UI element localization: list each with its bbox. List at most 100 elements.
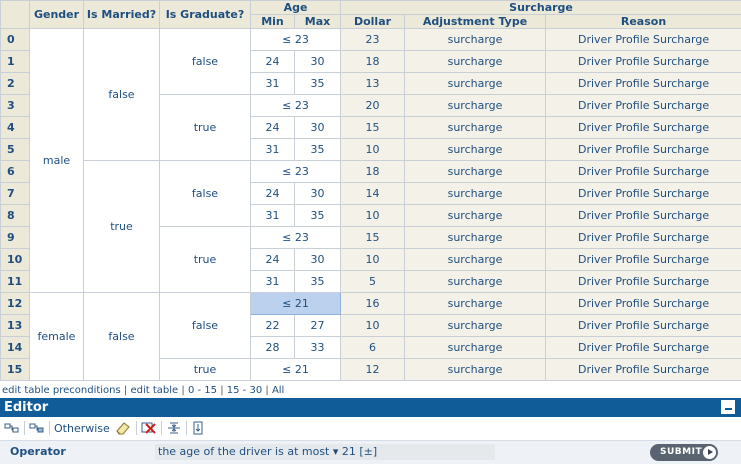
header-is-graduate[interactable]: Is Graduate?: [159, 0, 251, 29]
cell-is-married[interactable]: true: [83, 160, 160, 293]
header-reason[interactable]: Reason: [545, 14, 741, 29]
cell-age-max[interactable]: 30: [293, 248, 342, 271]
cell-adjustment-type[interactable]: surcharge: [404, 358, 547, 381]
row-number[interactable]: 14: [0, 336, 30, 359]
cell-adjustment-type[interactable]: surcharge: [404, 336, 547, 359]
cell-reason[interactable]: Driver Profile Surcharge: [545, 138, 741, 161]
cell-is-graduate[interactable]: false: [159, 160, 251, 227]
edit-preconditions-link[interactable]: edit table preconditions: [2, 385, 121, 396]
header-gender[interactable]: Gender: [29, 0, 84, 29]
header-is-married[interactable]: Is Married?: [83, 0, 160, 29]
cell-reason[interactable]: Driver Profile Surcharge: [545, 28, 741, 51]
cell-age[interactable]: ≤ 23: [249, 160, 342, 183]
cell-dollar[interactable]: 5: [340, 270, 406, 293]
cell-dollar[interactable]: 18: [340, 50, 406, 73]
split-row-button[interactable]: [166, 420, 182, 436]
row-number[interactable]: 11: [0, 270, 30, 293]
cell-adjustment-type[interactable]: surcharge: [404, 204, 547, 227]
cell-reason[interactable]: Driver Profile Surcharge: [545, 182, 741, 205]
cell-reason[interactable]: Driver Profile Surcharge: [545, 226, 741, 249]
page-15-30-link[interactable]: 15 - 30: [226, 385, 263, 396]
header-dollar[interactable]: Dollar: [340, 14, 406, 29]
clear-button[interactable]: [114, 420, 132, 436]
cell-dollar[interactable]: 15: [340, 226, 406, 249]
cell-gender[interactable]: female: [29, 292, 84, 381]
cell-dollar[interactable]: 6: [340, 336, 406, 359]
cell-age-max[interactable]: 35: [293, 204, 342, 227]
row-number[interactable]: 8: [0, 204, 30, 227]
header-age-min[interactable]: Min: [250, 14, 295, 29]
cell-age-min[interactable]: 24: [250, 116, 295, 139]
cell-reason[interactable]: Driver Profile Surcharge: [545, 248, 741, 271]
cell-adjustment-type[interactable]: surcharge: [404, 28, 547, 51]
header-age[interactable]: Age: [249, 0, 342, 15]
add-condition-column-button[interactable]: [4, 420, 20, 436]
cell-age-max[interactable]: 30: [293, 50, 342, 73]
cell-dollar[interactable]: 16: [340, 292, 406, 315]
cell-dollar[interactable]: 13: [340, 72, 406, 95]
cell-reason[interactable]: Driver Profile Surcharge: [545, 72, 741, 95]
row-number[interactable]: 9: [0, 226, 30, 249]
cell-dollar[interactable]: 10: [340, 138, 406, 161]
cell-dollar[interactable]: 10: [340, 204, 406, 227]
cell-age-max[interactable]: 35: [293, 270, 342, 293]
cell-age[interactable]: ≤ 21: [249, 358, 342, 381]
header-adjustment-type[interactable]: Adjustment Type: [404, 14, 547, 29]
cell-dollar[interactable]: 14: [340, 182, 406, 205]
cell-age-selected[interactable]: ≤ 21: [249, 292, 342, 315]
cell-adjustment-type[interactable]: surcharge: [404, 292, 547, 315]
cell-reason[interactable]: Driver Profile Surcharge: [545, 292, 741, 315]
cell-is-graduate[interactable]: false: [159, 292, 251, 359]
row-number[interactable]: 0: [0, 28, 30, 51]
cell-dollar[interactable]: 10: [340, 314, 406, 337]
cell-reason[interactable]: Driver Profile Surcharge: [545, 94, 741, 117]
cell-is-graduate[interactable]: true: [159, 94, 251, 161]
row-number[interactable]: 6: [0, 160, 30, 183]
cell-age-min[interactable]: 31: [250, 204, 295, 227]
cell-age[interactable]: ≤ 23: [249, 226, 342, 249]
cell-is-married[interactable]: false: [83, 28, 160, 161]
cell-adjustment-type[interactable]: surcharge: [404, 160, 547, 183]
cell-dollar[interactable]: 15: [340, 116, 406, 139]
row-number[interactable]: 13: [0, 314, 30, 337]
cell-age[interactable]: ≤ 23: [249, 94, 342, 117]
cell-age-min[interactable]: 24: [250, 248, 295, 271]
cell-adjustment-type[interactable]: surcharge: [404, 226, 547, 249]
insert-row-button[interactable]: [191, 420, 205, 436]
cell-age-max[interactable]: 33: [293, 336, 342, 359]
cell-age-min[interactable]: 31: [250, 72, 295, 95]
cell-dollar[interactable]: 10: [340, 248, 406, 271]
row-number[interactable]: 2: [0, 72, 30, 95]
cell-reason[interactable]: Driver Profile Surcharge: [545, 160, 741, 183]
cell-adjustment-type[interactable]: surcharge: [404, 116, 547, 139]
cell-reason[interactable]: Driver Profile Surcharge: [545, 50, 741, 73]
cell-age[interactable]: ≤ 23: [249, 28, 342, 51]
cell-adjustment-type[interactable]: surcharge: [404, 270, 547, 293]
row-number[interactable]: 10: [0, 248, 30, 271]
cell-adjustment-type[interactable]: surcharge: [404, 248, 547, 271]
cell-adjustment-type[interactable]: surcharge: [404, 50, 547, 73]
page-all-link[interactable]: All: [271, 385, 285, 396]
cell-age-max[interactable]: 35: [293, 72, 342, 95]
cell-reason[interactable]: Driver Profile Surcharge: [545, 270, 741, 293]
cell-dollar[interactable]: 18: [340, 160, 406, 183]
edit-table-link[interactable]: edit table: [130, 385, 179, 396]
cell-reason[interactable]: Driver Profile Surcharge: [545, 358, 741, 381]
cell-age-max[interactable]: 35: [293, 138, 342, 161]
cell-adjustment-type[interactable]: surcharge: [404, 94, 547, 117]
cell-is-married[interactable]: false: [83, 292, 160, 381]
cell-reason[interactable]: Driver Profile Surcharge: [545, 336, 741, 359]
cell-reason[interactable]: Driver Profile Surcharge: [545, 116, 741, 139]
row-number[interactable]: 4: [0, 116, 30, 139]
header-age-max[interactable]: Max: [293, 14, 342, 29]
cell-age-min[interactable]: 31: [250, 138, 295, 161]
cell-is-graduate[interactable]: false: [159, 28, 251, 95]
submit-button[interactable]: SUBMIT: [650, 444, 718, 461]
row-number[interactable]: 5: [0, 138, 30, 161]
cell-dollar[interactable]: 12: [340, 358, 406, 381]
cell-adjustment-type[interactable]: surcharge: [404, 182, 547, 205]
operator-input[interactable]: the age of the driver is at most ▾ 21 [±…: [155, 444, 495, 460]
page-0-15-link[interactable]: 0 - 15: [187, 385, 218, 396]
row-number[interactable]: 15: [0, 358, 30, 381]
cell-age-max[interactable]: 30: [293, 182, 342, 205]
